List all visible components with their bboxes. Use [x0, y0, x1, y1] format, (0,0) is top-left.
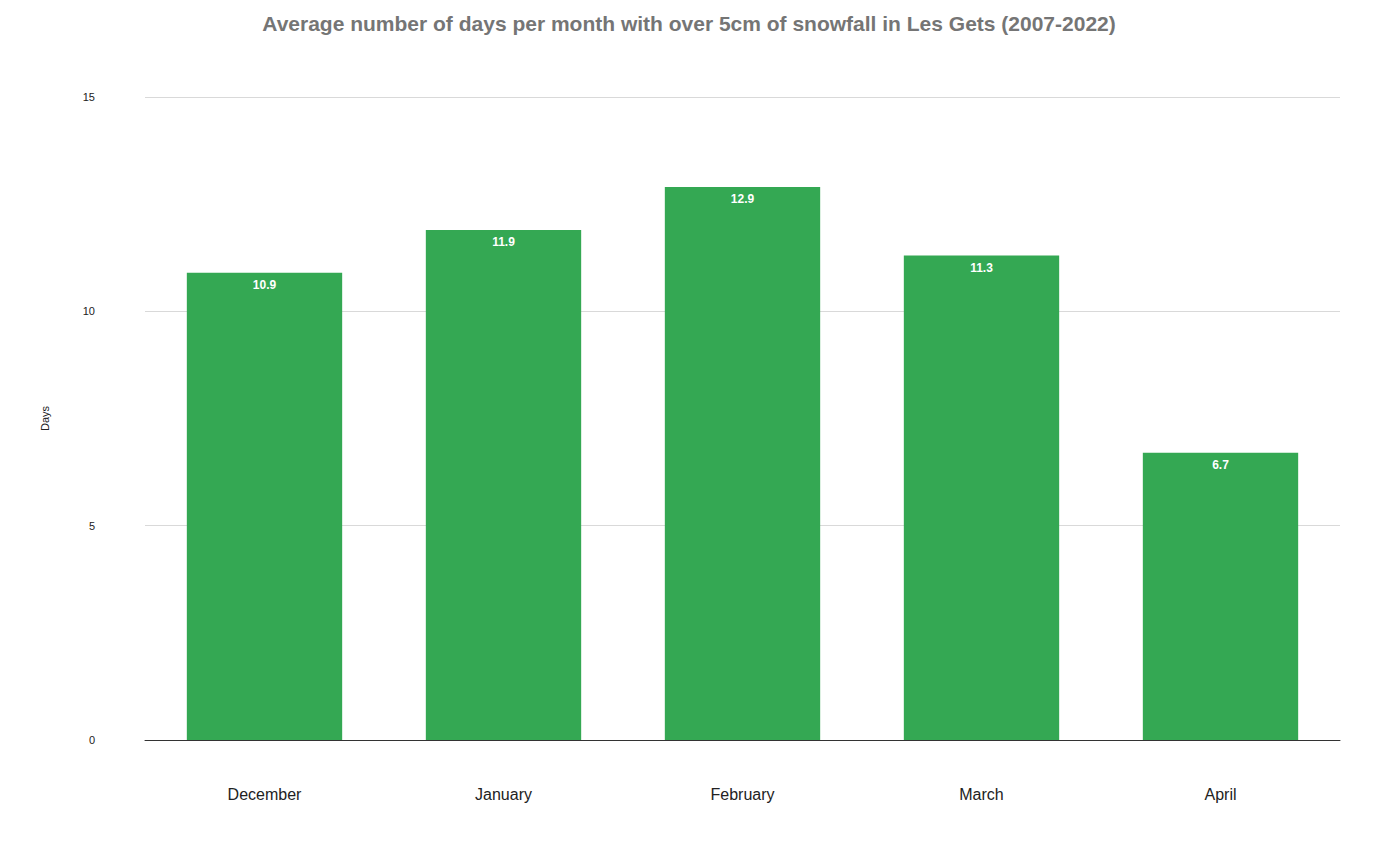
svg-text:10: 10	[83, 305, 95, 317]
svg-text:6.7: 6.7	[1212, 458, 1229, 472]
svg-text:15: 15	[83, 91, 95, 103]
svg-text:December: December	[228, 786, 302, 803]
svg-text:12.9: 12.9	[731, 192, 755, 206]
svg-text:Days: Days	[39, 405, 51, 431]
svg-text:April: April	[1204, 786, 1236, 803]
svg-text:10.9: 10.9	[253, 278, 277, 292]
svg-text:0: 0	[89, 734, 95, 746]
svg-text:January: January	[475, 786, 532, 803]
svg-text:5: 5	[89, 520, 95, 532]
svg-text:11.9: 11.9	[492, 235, 515, 249]
svg-text:March: March	[959, 786, 1003, 803]
svg-text:February: February	[710, 786, 774, 803]
svg-text:Average number of days per mon: Average number of days per month with ov…	[262, 12, 1115, 35]
svg-text:11.3: 11.3	[970, 261, 993, 275]
